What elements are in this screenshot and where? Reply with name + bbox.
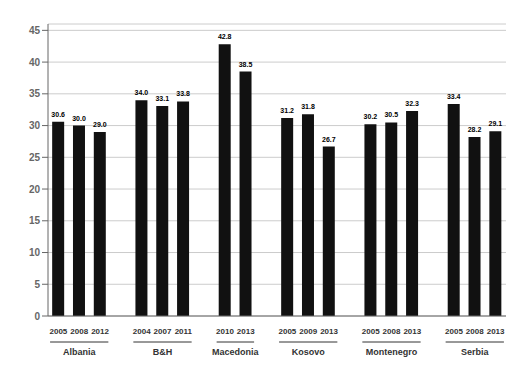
svg-text:2005: 2005 (362, 327, 380, 336)
svg-text:31.2: 31.2 (280, 107, 294, 114)
svg-text:29.1: 29.1 (489, 120, 503, 127)
svg-text:Serbia: Serbia (461, 347, 490, 357)
svg-text:Montenegro: Montenegro (366, 347, 418, 357)
svg-text:2008: 2008 (70, 327, 88, 336)
svg-text:35: 35 (29, 88, 41, 99)
svg-text:30: 30 (29, 120, 41, 131)
svg-text:0: 0 (34, 311, 40, 322)
svg-text:2012: 2012 (91, 327, 109, 336)
svg-text:40: 40 (29, 57, 41, 68)
svg-text:2013: 2013 (320, 327, 338, 336)
svg-text:2013: 2013 (237, 327, 255, 336)
svg-text:15: 15 (29, 215, 41, 226)
svg-text:2008: 2008 (466, 327, 484, 336)
svg-text:10: 10 (29, 247, 41, 258)
svg-text:2007: 2007 (154, 327, 172, 336)
svg-text:2010: 2010 (216, 327, 234, 336)
svg-text:30.2: 30.2 (364, 113, 378, 120)
svg-text:30.0: 30.0 (72, 115, 86, 122)
svg-text:31.8: 31.8 (301, 103, 315, 110)
svg-text:28.2: 28.2 (468, 126, 482, 133)
svg-text:5: 5 (34, 279, 40, 290)
svg-text:20: 20 (29, 184, 41, 195)
svg-text:33.1: 33.1 (155, 95, 169, 102)
svg-text:2009: 2009 (299, 327, 317, 336)
svg-text:33.8: 33.8 (176, 90, 190, 97)
svg-text:2005: 2005 (279, 327, 297, 336)
svg-text:2004: 2004 (133, 327, 151, 336)
svg-text:30.6: 30.6 (51, 111, 65, 118)
svg-text:45: 45 (29, 25, 41, 36)
svg-text:30.5: 30.5 (384, 111, 398, 118)
svg-text:42.8: 42.8 (218, 33, 232, 40)
svg-text:2008: 2008 (383, 327, 401, 336)
svg-text:25: 25 (29, 152, 41, 163)
svg-text:Kosovo: Kosovo (292, 347, 326, 357)
svg-text:Albania: Albania (63, 347, 97, 357)
svg-text:Macedonia: Macedonia (212, 347, 260, 357)
svg-text:26.7: 26.7 (322, 136, 336, 143)
svg-text:29.0: 29.0 (93, 121, 107, 128)
svg-text:33.4: 33.4 (447, 93, 461, 100)
svg-text:34.0: 34.0 (135, 89, 149, 96)
svg-text:2011: 2011 (175, 327, 193, 336)
svg-text:32.3: 32.3 (405, 100, 419, 107)
svg-text:2005: 2005 (445, 327, 463, 336)
svg-text:B&H: B&H (153, 347, 173, 357)
svg-text:2005: 2005 (50, 327, 68, 336)
svg-text:2013: 2013 (487, 327, 505, 336)
svg-text:2013: 2013 (403, 327, 421, 336)
svg-text:38.5: 38.5 (239, 61, 253, 68)
